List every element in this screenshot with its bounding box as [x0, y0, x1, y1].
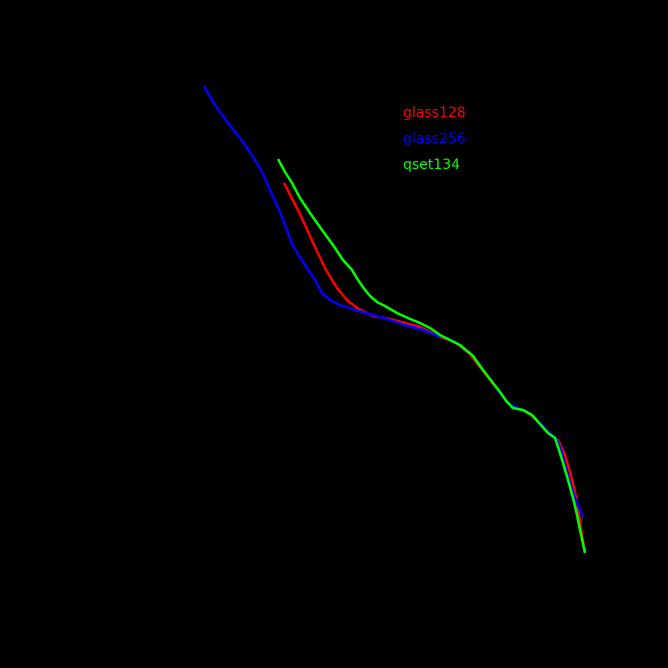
series-line-qset134 — [276, 158, 587, 554]
legend-label: qset134 — [403, 157, 461, 173]
legend-item-glass128: glass128 — [403, 104, 466, 130]
legend-item-qset134: qset134 — [403, 156, 466, 182]
legend-label: glass256 — [403, 131, 466, 147]
legend-label: glass128 — [403, 105, 466, 121]
series-layer — [202, 85, 587, 554]
legend: glass128 glass256 qset134 — [403, 104, 466, 182]
legend-item-glass256: glass256 — [403, 130, 466, 156]
